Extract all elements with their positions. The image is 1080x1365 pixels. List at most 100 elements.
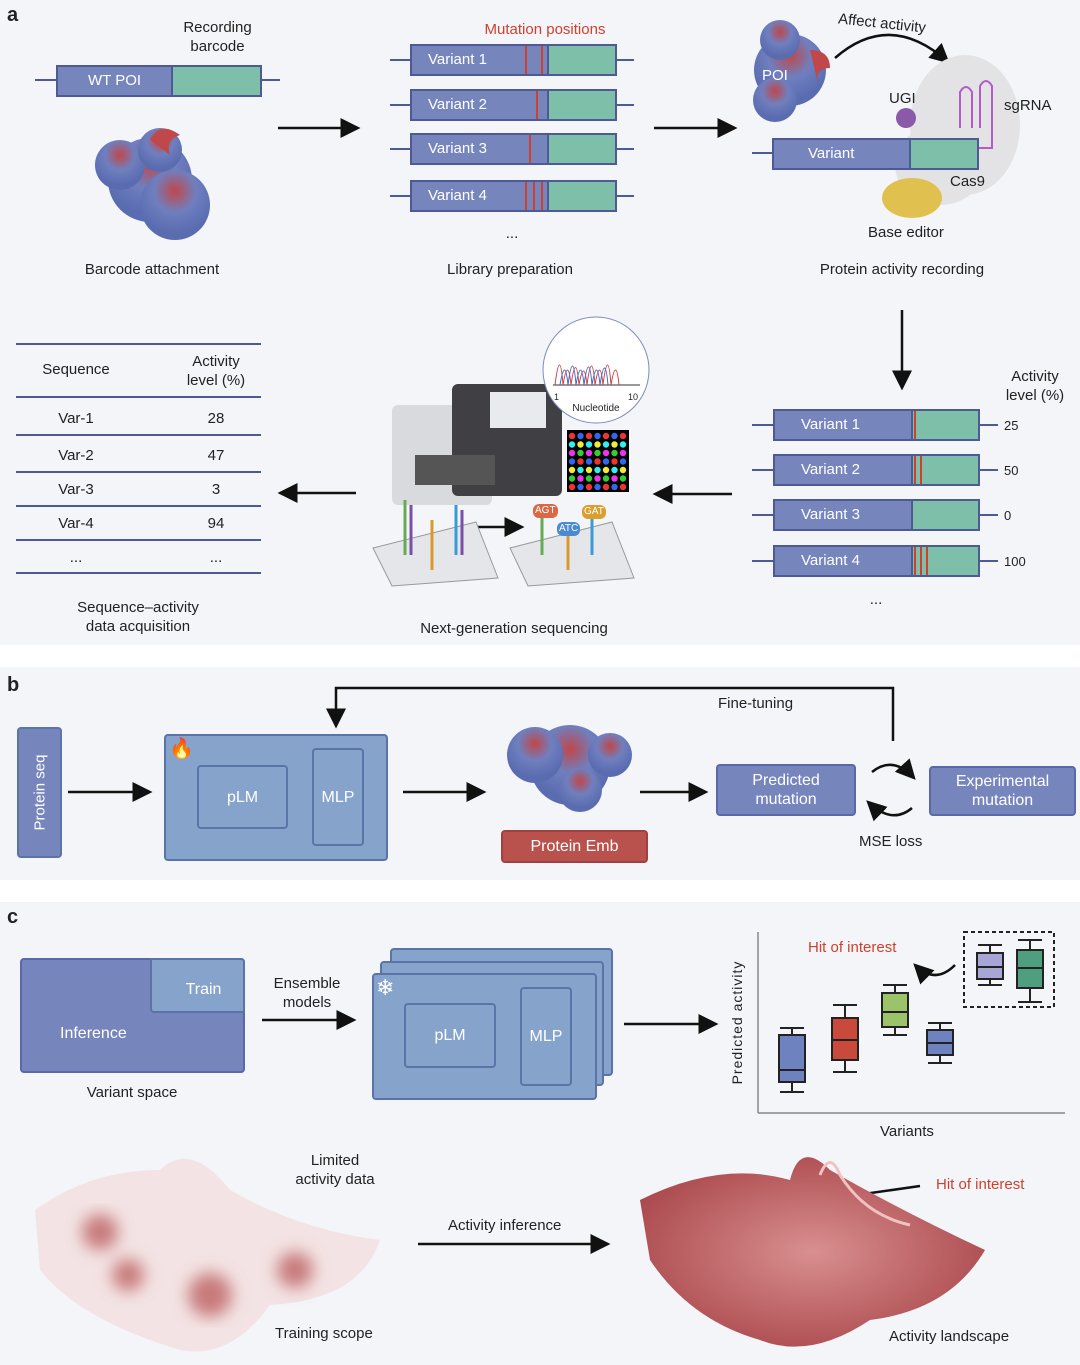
table-header-sequence: Sequence — [42, 361, 110, 378]
table-cell-activity: 3 — [211, 481, 221, 498]
chart-x-label: Variants — [880, 1123, 934, 1140]
cluster-dot — [577, 483, 584, 491]
cluster-dot — [602, 483, 610, 491]
table-cell-sequence: Var-3 — [58, 481, 94, 498]
cluster-dot — [594, 432, 601, 440]
cluster-dot — [585, 458, 593, 465]
mlp-box-frozen: MLP — [520, 987, 572, 1086]
protein-seq-box: Protein seq — [17, 727, 62, 858]
panel-label-a: a — [7, 4, 19, 26]
ugi-label: UGI — [889, 90, 916, 107]
cluster-dot — [585, 449, 593, 457]
cluster-dot — [577, 458, 584, 465]
step-protein-activity-recording: Protein activity recording — [819, 261, 985, 278]
cluster-dot — [619, 466, 627, 474]
variant-label: Variant 1 — [428, 51, 487, 68]
recorded-ellipsis: ... — [869, 591, 883, 608]
variant-label: Variant 2 — [428, 96, 487, 113]
table-rule — [16, 471, 261, 473]
library-variant-3: Variant 3 — [410, 133, 617, 165]
cluster-dot — [585, 483, 593, 491]
mlp-box: MLP — [312, 748, 364, 846]
cluster-dot — [619, 483, 627, 491]
sequence-activity-label: Sequence–activity data acquisition — [77, 599, 199, 635]
cas9-label: Cas9 — [950, 173, 986, 190]
cluster-dot — [585, 432, 593, 440]
activity-level-header: Activity level (%) — [1005, 368, 1065, 404]
cluster-dot — [568, 483, 576, 491]
table-cell-activity: 94 — [207, 515, 225, 532]
variant-label: Variant 3 — [801, 506, 860, 523]
table-cell-activity: 28 — [207, 410, 225, 427]
cluster-dot — [594, 449, 601, 457]
table-header-activity: Activity level (%) — [186, 353, 246, 389]
protein-seq-label: Protein seq — [31, 754, 49, 831]
wt-poi-label: WT POI — [88, 72, 142, 89]
recorded-variant-4: Variant 4 — [773, 545, 980, 577]
train-box: Train — [150, 958, 245, 1013]
table-cell-sequence: Var-2 — [58, 447, 94, 464]
experimental-mutation-box: Experimental mutation — [929, 766, 1076, 816]
recorded-variant-1: Variant 1 — [773, 409, 980, 441]
table-rule — [16, 572, 261, 574]
cluster-dot — [619, 475, 627, 482]
cluster-dot — [577, 441, 584, 448]
cluster-dot — [594, 483, 601, 491]
cluster-dot — [611, 475, 618, 482]
cluster-dot — [611, 483, 618, 491]
activity-level-4: 100 — [1004, 554, 1026, 569]
cluster-dot — [611, 441, 618, 448]
table-rule — [16, 396, 261, 398]
chrom-tick-10: 10 — [628, 392, 639, 402]
cluster-dot — [577, 432, 584, 440]
snowflake-icon: ❄ — [376, 975, 395, 1000]
cluster-dot — [585, 475, 593, 482]
variant-space-box: Inference — [20, 958, 245, 1073]
cluster-dot — [594, 458, 601, 465]
protein-emb-box: Protein Emb — [501, 830, 648, 863]
cluster-dot — [577, 475, 584, 482]
library-variant-1: Variant 1 — [410, 44, 617, 76]
cluster-dot — [611, 466, 618, 474]
cluster-dot — [602, 466, 610, 474]
nucleotide-label: Nucleotide — [572, 403, 620, 414]
library-variant-2: Variant 2 — [410, 89, 617, 121]
panel-label-b: b — [7, 674, 20, 696]
cluster-dot — [619, 449, 627, 457]
cluster-dot — [594, 475, 601, 482]
panel-label-c: c — [7, 906, 19, 928]
variant-label: Variant 3 — [428, 140, 487, 157]
table-cell-sequence: Var-4 — [58, 515, 94, 532]
hit-of-interest-chart: Hit of interest — [808, 939, 897, 956]
recording-barcode-label: Recording barcode — [183, 19, 252, 55]
recorded-variant-3: Variant 3 — [773, 499, 980, 531]
cluster-dot — [568, 475, 576, 482]
table-cell-activity: 47 — [207, 447, 225, 464]
base-tag-atc: ATC — [557, 522, 581, 536]
sgrna-label: sgRNA — [1004, 97, 1052, 114]
step-library-preparation: Library preparation — [447, 261, 573, 278]
plm-box-frozen: pLM — [404, 1003, 496, 1068]
table-cell-sequence: Var-1 — [58, 410, 94, 427]
table-rule — [16, 505, 261, 507]
activity-landscape-label: Activity landscape — [889, 1328, 1010, 1345]
boxplot-mark — [778, 1034, 806, 1083]
limited-data-label: Limited activity data — [295, 1152, 375, 1188]
step-barcode-attachment: Barcode attachment — [84, 261, 220, 278]
fine-tuning-label: Fine-tuning — [718, 695, 794, 712]
fire-icon: 🔥 — [169, 738, 194, 760]
cluster-dot — [568, 449, 576, 457]
table-cell-sequence: ... — [69, 549, 83, 566]
activity-level-1: 25 — [1004, 418, 1019, 433]
variant-label: Variant 4 — [428, 187, 487, 204]
wt-poi-bar: WT POI — [56, 65, 262, 97]
table-rule — [16, 539, 261, 541]
cluster-dot — [602, 458, 610, 465]
predicted-mutation-box: Predicted mutation — [716, 764, 856, 816]
variant-label: Variant — [808, 145, 855, 162]
variant-label: Variant 1 — [801, 416, 860, 433]
library-ellipsis: ... — [505, 225, 519, 242]
chrom-tick-1: 1 — [554, 392, 560, 402]
variant-label: Variant 2 — [801, 461, 860, 478]
chart-y-label: Predicted activity — [729, 960, 745, 1085]
